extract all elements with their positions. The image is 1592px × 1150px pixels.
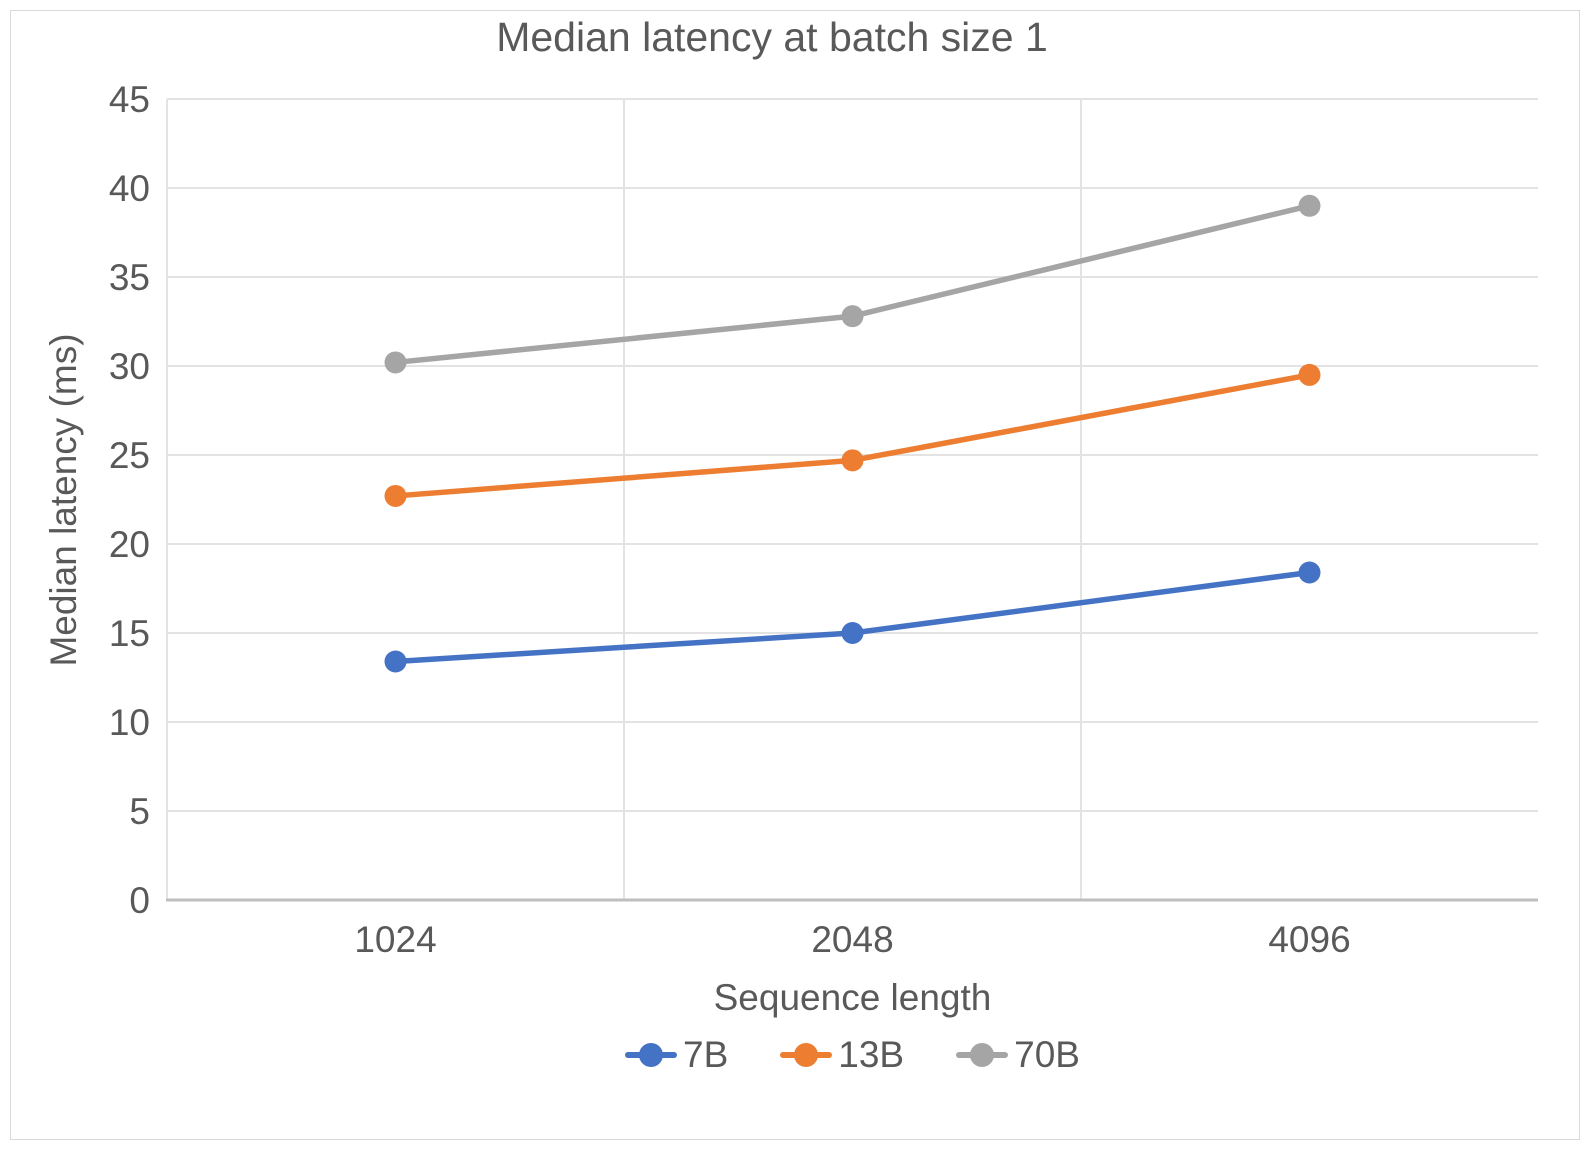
- y-tick-label: 45: [109, 79, 150, 120]
- chart-title: Median latency at batch size 1: [496, 14, 1048, 60]
- y-tick-label: 30: [109, 346, 150, 387]
- legend-item-70b: 70B: [956, 1036, 1080, 1073]
- legend-label: 13B: [838, 1034, 905, 1075]
- legend-item-7b: 7B: [625, 1036, 728, 1073]
- legend-item-13b: 13B: [780, 1036, 904, 1073]
- x-tick-label: 2048: [811, 919, 893, 960]
- data-point-13B-4096: [1298, 363, 1321, 386]
- legend: 7B 13B 70B: [167, 1036, 1538, 1073]
- x-tick-label: 1024: [354, 919, 436, 960]
- y-tick-label: 40: [109, 168, 150, 209]
- data-point-7B-2048: [841, 622, 864, 644]
- series-line-13B: [392, 372, 1313, 499]
- x-axis-title: Sequence length: [713, 977, 992, 1018]
- series-line-70B: [392, 203, 1313, 366]
- y-axis-title: Median latency (ms): [43, 333, 84, 667]
- data-point-7B-4096: [1298, 561, 1321, 584]
- data-point-7B-1024: [384, 650, 407, 673]
- y-tick-label: 10: [109, 702, 150, 743]
- legend-marker-circle-icon: [625, 1042, 678, 1068]
- legend-label: 7B: [683, 1034, 729, 1075]
- series-line-7B: [392, 569, 1313, 665]
- legend-marker-circle-icon: [780, 1042, 833, 1068]
- data-point-70B-2048: [841, 305, 864, 328]
- y-tick-label: 15: [109, 613, 150, 654]
- data-point-70B-4096: [1298, 194, 1321, 217]
- legend-label: 70B: [1014, 1034, 1080, 1075]
- data-point-13B-2048: [841, 449, 864, 472]
- legend-marker-circle-icon: [956, 1042, 1009, 1068]
- y-tick-label: 5: [129, 791, 150, 832]
- y-tick-label: 25: [109, 435, 150, 476]
- y-tick-label: 35: [109, 257, 150, 298]
- x-tick-label: 4096: [1268, 919, 1350, 960]
- data-point-13B-1024: [384, 484, 407, 507]
- y-tick-label: 20: [109, 524, 150, 565]
- y-tick-label: 0: [129, 880, 150, 921]
- data-point-70B-1024: [384, 351, 407, 374]
